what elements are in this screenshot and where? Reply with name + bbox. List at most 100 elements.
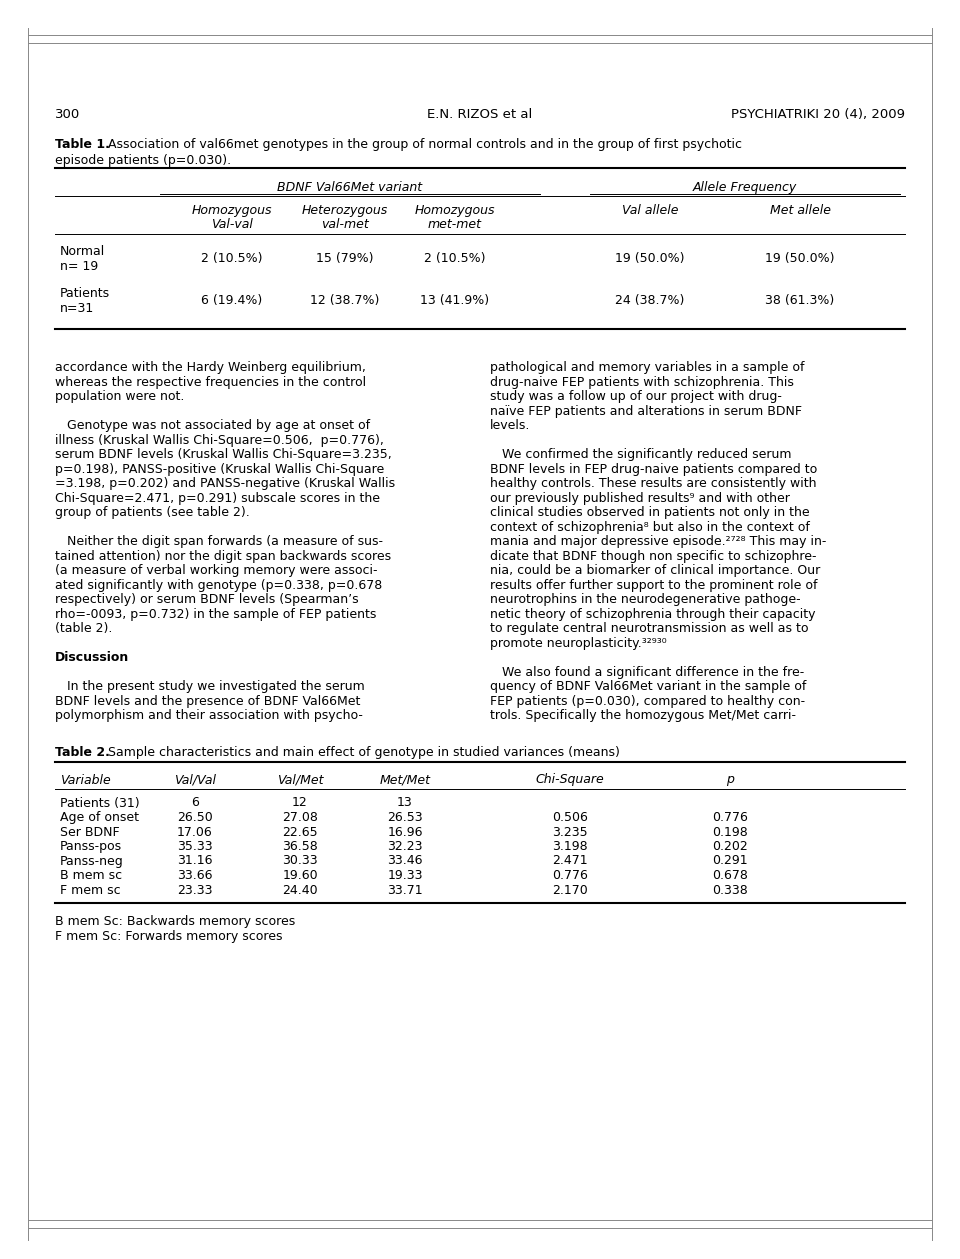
- Text: p=0.198), PANSS-positive (Kruskal Wallis Chi-Square: p=0.198), PANSS-positive (Kruskal Wallis…: [55, 462, 384, 476]
- Text: to regulate central neurotransmission as well as to: to regulate central neurotransmission as…: [490, 622, 808, 635]
- Text: n= 19: n= 19: [60, 261, 98, 273]
- Text: B mem sc: B mem sc: [60, 869, 122, 883]
- Text: Met allele: Met allele: [770, 204, 830, 217]
- Text: illness (Kruskal Wallis Chi-Square=0.506,  p=0.776),: illness (Kruskal Wallis Chi-Square=0.506…: [55, 433, 384, 447]
- Text: respectively) or serum BDNF levels (Spearman’s: respectively) or serum BDNF levels (Spea…: [55, 593, 359, 606]
- Text: n=31: n=31: [60, 302, 94, 315]
- Text: naïve FEP patients and alterations in serum BDNF: naïve FEP patients and alterations in se…: [490, 404, 802, 418]
- Text: Panss-pos: Panss-pos: [60, 840, 122, 854]
- Text: serum BDNF levels (Kruskal Wallis Chi-Square=3.235,: serum BDNF levels (Kruskal Wallis Chi-Sq…: [55, 448, 392, 461]
- Text: Table 1.: Table 1.: [55, 138, 109, 151]
- Text: 33.66: 33.66: [178, 869, 213, 883]
- Text: tained attention) nor the digit span backwards scores: tained attention) nor the digit span bac…: [55, 549, 391, 563]
- Text: Chi-Square=2.471, p=0.291) subscale scores in the: Chi-Square=2.471, p=0.291) subscale scor…: [55, 491, 380, 505]
- Text: netic theory of schizophrenia through their capacity: netic theory of schizophrenia through th…: [490, 608, 815, 621]
- Text: BDNF levels in FEP drug-naive patients compared to: BDNF levels in FEP drug-naive patients c…: [490, 462, 817, 476]
- Text: 2 (10.5%): 2 (10.5%): [424, 252, 486, 264]
- Text: Homozygous: Homozygous: [415, 204, 495, 217]
- Text: 24.40: 24.40: [282, 884, 318, 896]
- Text: pathological and memory variables in a sample of: pathological and memory variables in a s…: [490, 361, 804, 374]
- Text: F mem Sc: Forwards memory scores: F mem Sc: Forwards memory scores: [55, 930, 282, 943]
- Text: (a measure of verbal working memory were associ-: (a measure of verbal working memory were…: [55, 564, 377, 577]
- Text: 0.678: 0.678: [712, 869, 748, 883]
- Text: quency of BDNF Val66Met variant in the sample of: quency of BDNF Val66Met variant in the s…: [490, 680, 806, 692]
- Text: 19.60: 19.60: [282, 869, 318, 883]
- Text: We also found a significant difference in the fre-: We also found a significant difference i…: [490, 666, 804, 679]
- Text: drug-naive FEP patients with schizophrenia. This: drug-naive FEP patients with schizophren…: [490, 375, 794, 389]
- Text: val-met: val-met: [322, 218, 369, 230]
- Text: 19 (50.0%): 19 (50.0%): [765, 252, 835, 264]
- Text: Patients (31): Patients (31): [60, 797, 139, 810]
- Text: 2 (10.5%): 2 (10.5%): [202, 252, 263, 264]
- Text: Homozygous: Homozygous: [192, 204, 273, 217]
- Text: 31.16: 31.16: [178, 855, 213, 867]
- Text: met-met: met-met: [428, 218, 482, 230]
- Text: 0.776: 0.776: [552, 869, 588, 883]
- Text: episode patients (p=0.030).: episode patients (p=0.030).: [55, 154, 231, 167]
- Text: 22.65: 22.65: [282, 826, 318, 838]
- Text: Variable: Variable: [60, 773, 110, 787]
- Text: Table 2.: Table 2.: [55, 745, 109, 758]
- Text: context of schizophrenia⁸ but also in the context of: context of schizophrenia⁸ but also in th…: [490, 520, 810, 534]
- Text: 0.338: 0.338: [712, 884, 748, 896]
- Text: 0.198: 0.198: [712, 826, 748, 838]
- Text: study was a follow up of our project with drug-: study was a follow up of our project wit…: [490, 390, 781, 403]
- Text: 13: 13: [397, 797, 413, 810]
- Text: Heterozygous: Heterozygous: [301, 204, 388, 217]
- Text: 6 (19.4%): 6 (19.4%): [202, 295, 263, 307]
- Text: 19.33: 19.33: [387, 869, 422, 883]
- Text: 0.202: 0.202: [712, 840, 748, 854]
- Text: clinical studies observed in patients not only in the: clinical studies observed in patients no…: [490, 506, 809, 519]
- Text: 38 (61.3%): 38 (61.3%): [765, 295, 834, 307]
- Text: 26.50: 26.50: [178, 811, 213, 823]
- Text: Discussion: Discussion: [55, 651, 130, 663]
- Text: 3.235: 3.235: [552, 826, 588, 838]
- Text: FEP patients (p=0.030), compared to healthy con-: FEP patients (p=0.030), compared to heal…: [490, 695, 805, 708]
- Text: 0.506: 0.506: [552, 811, 588, 823]
- Text: Ser BDNF: Ser BDNF: [60, 826, 120, 838]
- Text: mania and major depressive episode.²⁷²⁸ This may in-: mania and major depressive episode.²⁷²⁸ …: [490, 535, 827, 548]
- Text: 16.96: 16.96: [387, 826, 422, 838]
- Text: Val-val: Val-val: [211, 218, 252, 230]
- Text: Patients: Patients: [60, 287, 110, 300]
- Text: 35.33: 35.33: [178, 840, 213, 854]
- Text: 26.53: 26.53: [387, 811, 422, 823]
- Text: 2.471: 2.471: [552, 855, 588, 867]
- Text: In the present study we investigated the serum: In the present study we investigated the…: [55, 680, 365, 692]
- Text: 23.33: 23.33: [178, 884, 213, 896]
- Text: results offer further support to the prominent role of: results offer further support to the pro…: [490, 578, 818, 592]
- Text: 300: 300: [55, 108, 81, 121]
- Text: 33.46: 33.46: [387, 855, 422, 867]
- Text: Val/Met: Val/Met: [276, 773, 324, 787]
- Text: BDNF Val66Met variant: BDNF Val66Met variant: [277, 181, 422, 194]
- Text: 19 (50.0%): 19 (50.0%): [615, 252, 684, 264]
- Text: E.N. RIZOS et al: E.N. RIZOS et al: [427, 108, 533, 121]
- Text: =3.198, p=0.202) and PANSS-negative (Kruskal Wallis: =3.198, p=0.202) and PANSS-negative (Kru…: [55, 477, 396, 490]
- Text: Genotype was not associated by age at onset of: Genotype was not associated by age at on…: [55, 419, 371, 432]
- Text: group of patients (see table 2).: group of patients (see table 2).: [55, 506, 250, 519]
- Text: Chi-Square: Chi-Square: [536, 773, 605, 787]
- Text: rho=-0093, p=0.732) in the sample of FEP patients: rho=-0093, p=0.732) in the sample of FEP…: [55, 608, 376, 621]
- Text: We confirmed the significantly reduced serum: We confirmed the significantly reduced s…: [490, 448, 791, 461]
- Text: Met/Met: Met/Met: [379, 773, 430, 787]
- Text: 12 (38.7%): 12 (38.7%): [310, 295, 380, 307]
- Text: 27.08: 27.08: [282, 811, 318, 823]
- Text: 32.23: 32.23: [387, 840, 422, 854]
- Text: nia, could be a biomarker of clinical importance. Our: nia, could be a biomarker of clinical im…: [490, 564, 820, 577]
- Text: PSYCHIATRIKI 20 (4), 2009: PSYCHIATRIKI 20 (4), 2009: [731, 108, 905, 121]
- Text: F mem sc: F mem sc: [60, 884, 121, 896]
- Text: 33.71: 33.71: [387, 884, 422, 896]
- Text: 6: 6: [191, 797, 199, 810]
- Text: levels.: levels.: [490, 419, 530, 432]
- Text: 24 (38.7%): 24 (38.7%): [615, 295, 684, 307]
- Text: 0.776: 0.776: [712, 811, 748, 823]
- Text: healthy controls. These results are consistently with: healthy controls. These results are cons…: [490, 477, 817, 490]
- Text: BDNF levels and the presence of BDNF Val66Met: BDNF levels and the presence of BDNF Val…: [55, 695, 360, 708]
- Text: Allele Frequency: Allele Frequency: [693, 181, 797, 194]
- Text: Val allele: Val allele: [622, 204, 679, 217]
- Text: our previously published results⁹ and with other: our previously published results⁹ and wi…: [490, 491, 790, 505]
- Text: p: p: [726, 773, 734, 787]
- Text: Age of onset: Age of onset: [60, 811, 139, 823]
- Text: 12: 12: [292, 797, 308, 810]
- Text: 0.291: 0.291: [712, 855, 748, 867]
